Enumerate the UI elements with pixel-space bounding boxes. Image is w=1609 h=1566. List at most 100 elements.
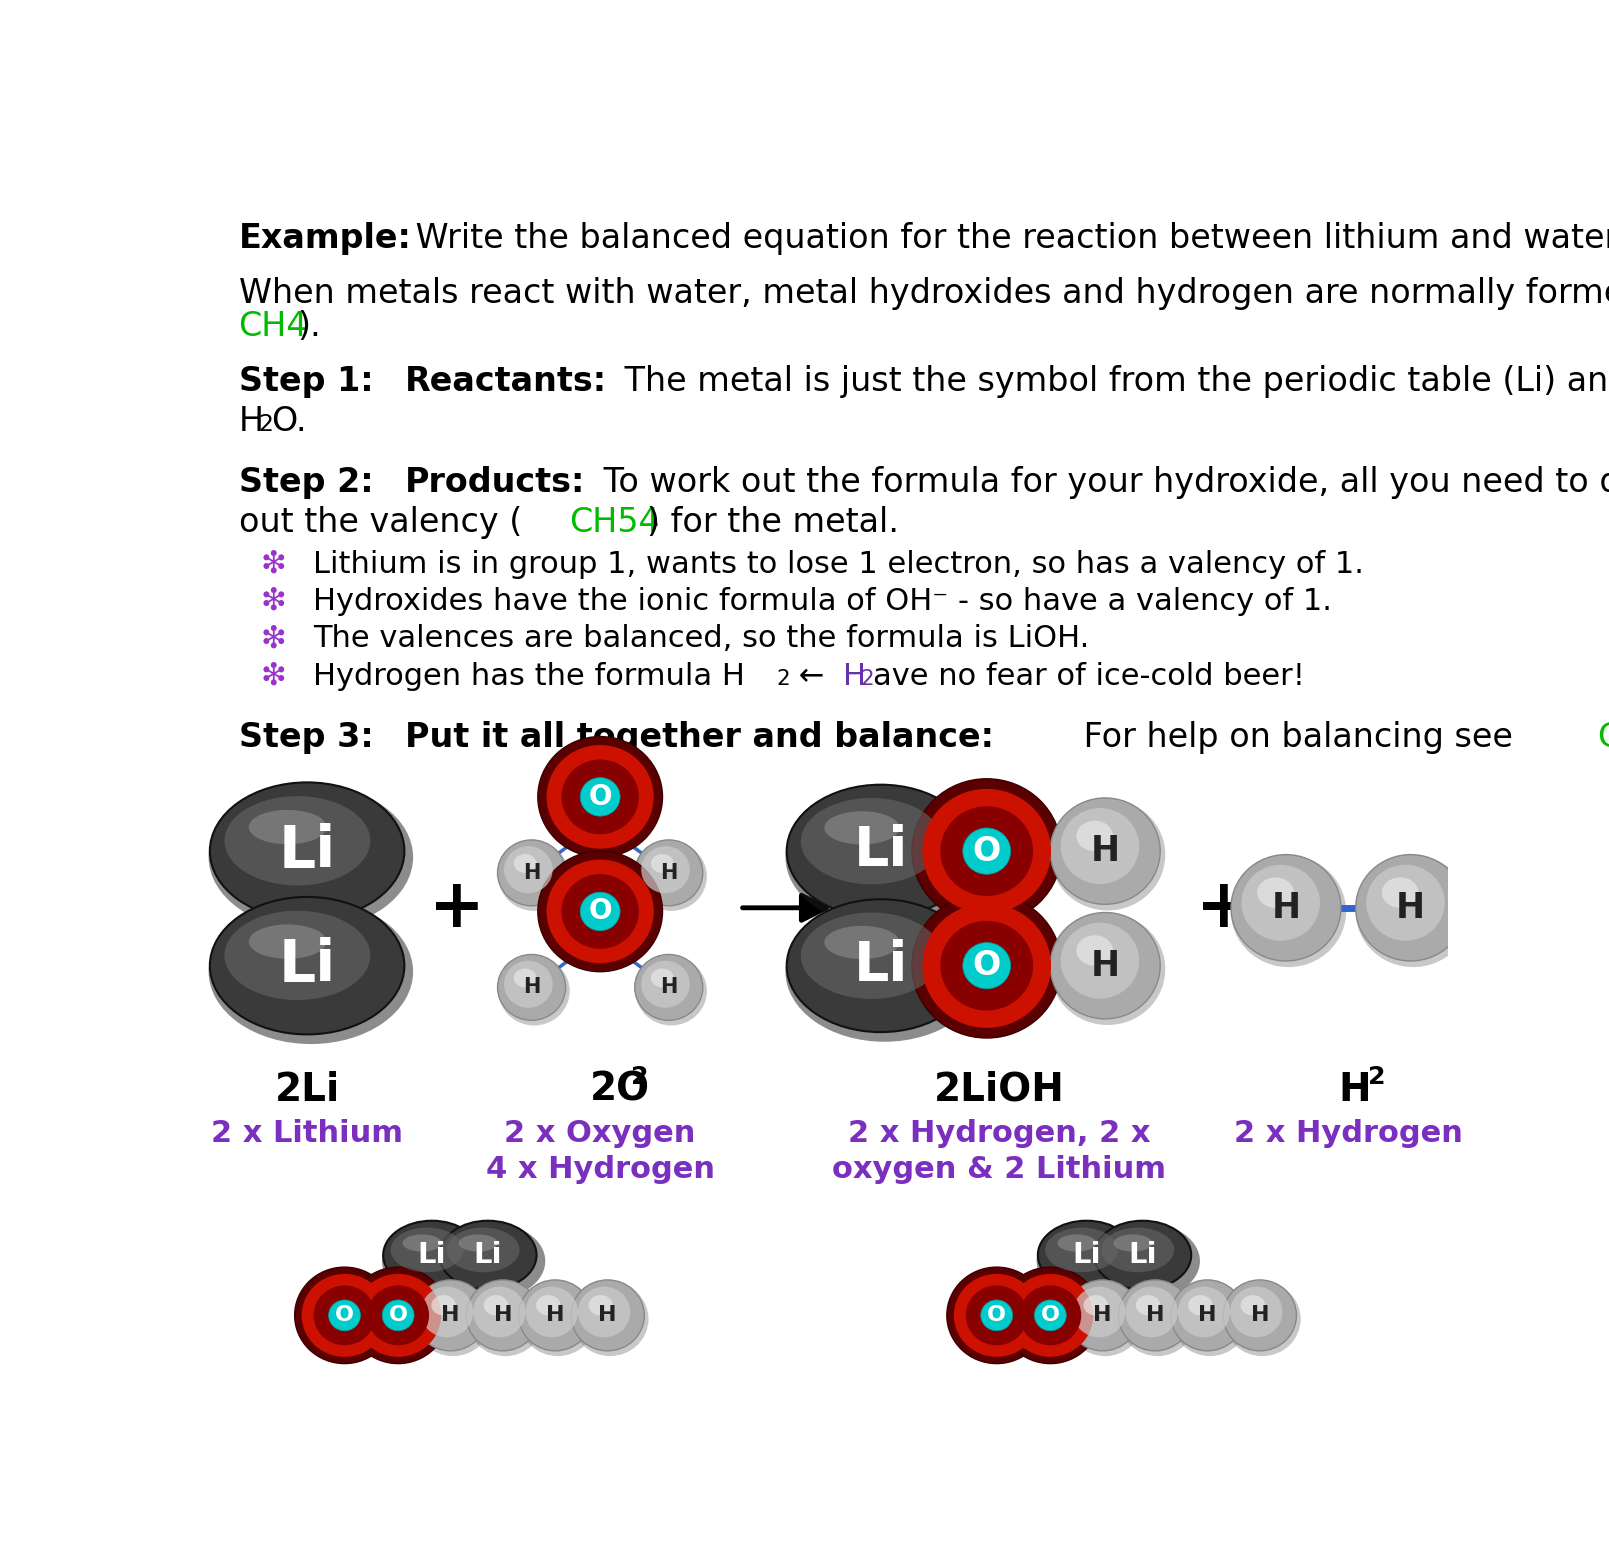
Ellipse shape — [922, 904, 1051, 1027]
Ellipse shape — [912, 893, 1062, 1038]
Ellipse shape — [1178, 1287, 1231, 1337]
Ellipse shape — [581, 778, 619, 816]
Text: H: H — [238, 406, 264, 438]
Text: To work out the formula for your hydroxide, all you need to do is find: To work out the formula for your hydroxi… — [594, 467, 1609, 500]
Text: 2: 2 — [777, 669, 790, 689]
Ellipse shape — [209, 783, 404, 919]
Ellipse shape — [356, 1273, 441, 1356]
Text: Li: Li — [417, 1242, 446, 1268]
Text: The valences are balanced, so the formula is LiOH.: The valences are balanced, so the formul… — [314, 625, 1089, 653]
Ellipse shape — [1101, 1228, 1175, 1272]
Ellipse shape — [1060, 922, 1139, 999]
Ellipse shape — [402, 1234, 441, 1251]
Text: O: O — [589, 897, 611, 926]
Ellipse shape — [912, 778, 1062, 924]
Ellipse shape — [447, 1228, 520, 1272]
Text: O: O — [972, 949, 1001, 982]
Text: H: H — [843, 662, 866, 691]
Text: 2 x Hydrogen: 2 x Hydrogen — [1234, 1118, 1463, 1148]
Text: 2O: 2O — [591, 1071, 650, 1109]
Ellipse shape — [314, 1286, 375, 1345]
Ellipse shape — [940, 806, 1033, 896]
Ellipse shape — [824, 926, 899, 958]
Ellipse shape — [1241, 1295, 1265, 1315]
Text: 2: 2 — [861, 669, 874, 689]
Ellipse shape — [824, 811, 899, 844]
Ellipse shape — [513, 853, 536, 872]
Text: H: H — [1250, 1306, 1270, 1325]
Ellipse shape — [391, 1228, 463, 1272]
Text: O: O — [972, 835, 1001, 868]
Ellipse shape — [1242, 864, 1319, 941]
Ellipse shape — [1051, 799, 1165, 910]
Ellipse shape — [785, 902, 983, 1041]
Ellipse shape — [562, 874, 639, 949]
Text: H: H — [1339, 1071, 1371, 1109]
Ellipse shape — [1118, 1279, 1192, 1351]
Text: 2: 2 — [257, 413, 274, 437]
Text: O: O — [589, 783, 611, 811]
Text: Li: Li — [853, 824, 907, 879]
Ellipse shape — [571, 1279, 644, 1351]
Text: 2 x Hydrogen, 2 x: 2 x Hydrogen, 2 x — [848, 1118, 1150, 1148]
Text: O.: O. — [272, 406, 307, 438]
Text: H: H — [1146, 1306, 1165, 1325]
Ellipse shape — [499, 843, 570, 911]
Ellipse shape — [634, 954, 703, 1021]
Text: H: H — [1271, 891, 1300, 926]
Ellipse shape — [1076, 935, 1113, 966]
Ellipse shape — [1120, 1283, 1195, 1356]
Text: H: H — [1397, 891, 1426, 926]
Ellipse shape — [1224, 1283, 1300, 1356]
Text: Li: Li — [1072, 1242, 1101, 1268]
Ellipse shape — [431, 1295, 455, 1315]
Text: O: O — [1041, 1306, 1060, 1325]
Ellipse shape — [547, 860, 653, 963]
Ellipse shape — [459, 1234, 497, 1251]
Text: ave no fear of ice-cold beer!: ave no fear of ice-cold beer! — [872, 662, 1305, 691]
Text: Products:: Products: — [405, 467, 586, 500]
Ellipse shape — [1083, 1295, 1109, 1315]
Text: out the valency (: out the valency ( — [238, 506, 521, 539]
Text: Step 2:: Step 2: — [238, 467, 385, 500]
Text: H: H — [1091, 949, 1120, 983]
Text: Put it all together and balance:: Put it all together and balance: — [405, 720, 994, 753]
Ellipse shape — [536, 1295, 560, 1315]
Ellipse shape — [1231, 1287, 1282, 1337]
Text: CH9.: CH9. — [1598, 720, 1609, 753]
Ellipse shape — [467, 1279, 539, 1351]
Text: 2: 2 — [631, 1065, 648, 1088]
Ellipse shape — [1187, 1295, 1213, 1315]
Ellipse shape — [439, 1221, 536, 1289]
Text: ❇: ❇ — [261, 587, 286, 615]
Text: Li: Li — [1128, 1242, 1157, 1268]
Text: H: H — [1199, 1306, 1216, 1325]
Ellipse shape — [249, 810, 327, 844]
Ellipse shape — [381, 1223, 489, 1300]
Ellipse shape — [367, 1286, 430, 1345]
Text: O: O — [335, 1306, 354, 1325]
Text: 2 x Lithium: 2 x Lithium — [211, 1118, 404, 1148]
Text: 2LiOH: 2LiOH — [933, 1071, 1065, 1109]
Ellipse shape — [1136, 1295, 1160, 1315]
Ellipse shape — [946, 1267, 1046, 1364]
Text: Hydrogen has the formula H: Hydrogen has the formula H — [314, 662, 745, 691]
Text: H: H — [494, 1306, 512, 1325]
Text: H: H — [599, 1306, 616, 1325]
Text: ❇: ❇ — [261, 550, 286, 579]
Ellipse shape — [504, 960, 552, 1009]
Text: O: O — [389, 1306, 407, 1325]
Ellipse shape — [571, 1283, 648, 1356]
Text: Reactants:: Reactants: — [405, 365, 608, 398]
Text: Li: Li — [278, 822, 336, 880]
Ellipse shape — [634, 839, 703, 905]
Text: CH4: CH4 — [238, 310, 307, 343]
Text: 2 x Oxygen: 2 x Oxygen — [505, 1118, 695, 1148]
Ellipse shape — [785, 788, 983, 927]
Ellipse shape — [589, 1295, 613, 1315]
Ellipse shape — [1356, 855, 1466, 962]
Text: Step 1:: Step 1: — [238, 365, 385, 398]
Ellipse shape — [383, 1300, 414, 1331]
Ellipse shape — [787, 899, 975, 1032]
Ellipse shape — [1355, 855, 1471, 968]
